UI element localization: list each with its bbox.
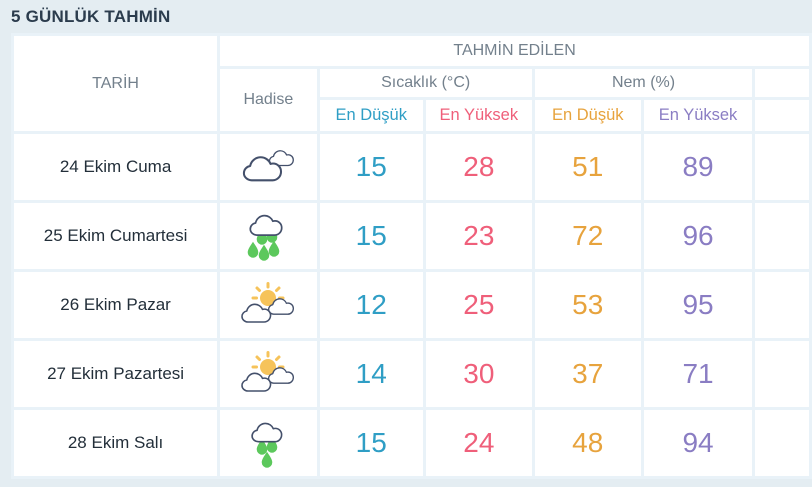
temp-min-value: 15 [319,410,423,476]
column-header-temp-max: En Yüksek [425,100,532,131]
temp-min-value: 12 [319,272,423,338]
clipped-cell [755,341,809,407]
condition-cell [220,341,317,407]
hum-min-value: 51 [534,134,641,200]
condition-cell [220,272,317,338]
condition-cell [220,203,317,269]
hum-max-value: 89 [643,134,753,200]
column-header-hum-min: En Düşük [534,100,641,131]
temp-min-value: 15 [319,203,423,269]
date-cell: 26 Ekim Pazar [14,272,218,338]
column-header-hum-max: En Yüksek [643,100,753,131]
partly-cloudy-icon [241,282,295,323]
clipped-cell [755,272,809,338]
column-header-condition: Hadise [220,69,317,131]
date-cell: 27 Ekim Pazartesi [14,341,218,407]
hum-min-value: 72 [534,203,641,269]
clipped-cell [755,203,809,269]
temp-min-value: 14 [319,341,423,407]
column-header-temperature: Sıcaklık (°C) [319,69,532,97]
hum-min-value: 48 [534,410,641,476]
hum-min-value: 53 [534,272,641,338]
hum-min-value: 37 [534,341,641,407]
partly-cloudy-icon [241,351,295,392]
page-title: 5 GÜNLÜK TAHMİN [11,7,171,26]
condition-cell [220,410,317,476]
temp-max-value: 24 [425,410,532,476]
rain-icon [251,422,283,468]
forecast-row: 24 Ekim Cuma 15 28 51 89 [14,134,809,200]
date-cell: 28 Ekim Salı [14,410,218,476]
forecast-table: TARİH TAHMİN EDİLEN Hadise Sıcaklık (°C)… [11,33,812,479]
temp-min-value: 15 [319,134,423,200]
forecast-row: 28 Ekim Salı 15 24 48 94 [14,410,809,476]
column-header-date: TARİH [14,36,218,131]
temp-max-value: 23 [425,203,532,269]
condition-cell [220,134,317,200]
hum-max-value: 95 [643,272,753,338]
temp-max-value: 28 [425,134,532,200]
temp-max-value: 25 [425,272,532,338]
clipped-cell [755,134,809,200]
hum-max-value: 94 [643,410,753,476]
heavy-rain-icon [248,214,283,261]
date-cell: 24 Ekim Cuma [14,134,218,200]
column-header-humidity: Nem (%) [534,69,753,97]
temp-max-value: 30 [425,341,532,407]
clipped-header-cell [755,69,809,97]
column-header-predicted: TAHMİN EDİLEN [220,36,809,66]
hum-max-value: 96 [643,203,753,269]
clipped-cell [755,410,809,476]
column-header-temp-min: En Düşük [319,100,423,131]
date-cell: 25 Ekim Cumartesi [14,203,218,269]
cloudy-icon [243,150,295,182]
forecast-row: 27 Ekim Pazartesi 14 30 37 71 [14,341,809,407]
hum-max-value: 71 [643,341,753,407]
clipped-header-cell [755,100,809,131]
forecast-row: 25 Ekim Cumartesi 15 23 72 96 [14,203,809,269]
forecast-row: 26 Ekim Pazar 12 25 53 95 [14,272,809,338]
